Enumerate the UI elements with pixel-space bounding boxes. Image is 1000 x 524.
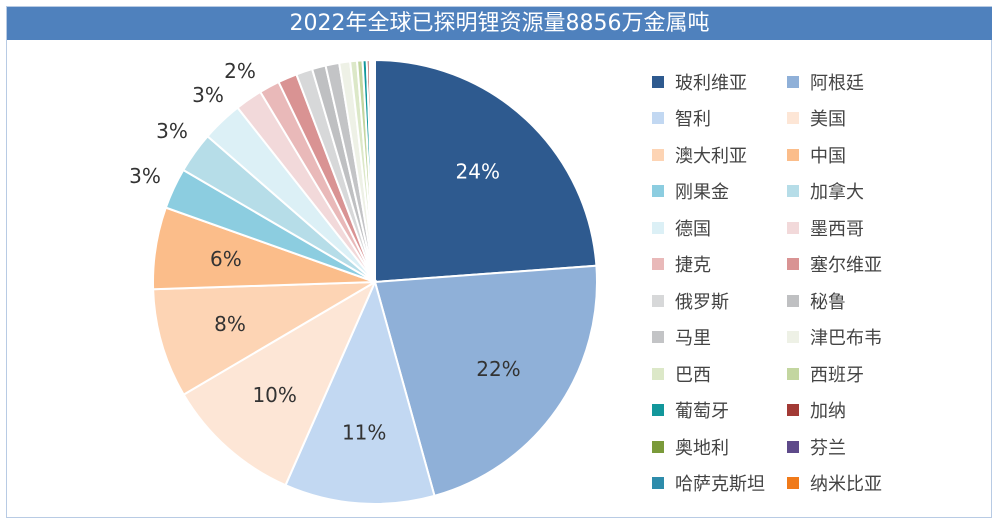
legend-item: 中国 <box>787 141 927 168</box>
legend-label: 俄罗斯 <box>675 291 729 313</box>
legend-swatch <box>652 221 664 234</box>
data-label: 24% <box>456 159 500 183</box>
legend-swatch <box>787 112 799 124</box>
legend-item: 俄罗斯 <box>652 287 787 314</box>
pie-slice-2 <box>284 279 436 505</box>
legend-swatch <box>652 294 664 307</box>
legend-swatch <box>787 440 799 453</box>
legend-label: 中国 <box>810 145 846 167</box>
legend-swatch <box>787 221 799 234</box>
legend-item: 巴西 <box>652 360 787 387</box>
data-label: 3% <box>192 83 224 107</box>
legend-label: 秘鲁 <box>810 291 846 313</box>
legend-label: 加纳 <box>810 401 846 422</box>
legend-label: 美国 <box>810 109 846 130</box>
legend-item: 奥地利 <box>652 433 787 460</box>
legend-swatch <box>787 367 799 380</box>
data-label: 3% <box>156 119 188 143</box>
legend-item: 马里 <box>652 324 787 351</box>
data-label: 10% <box>252 383 296 407</box>
legend-label: 塞尔维亚 <box>810 255 882 276</box>
legend-label: 哈萨克斯坦 <box>675 474 765 495</box>
legend-swatch <box>787 75 799 88</box>
legend-swatch <box>652 367 664 380</box>
legend-label: 捷克 <box>675 255 711 276</box>
legend-swatch <box>787 477 799 489</box>
legend-label: 芬兰 <box>810 437 846 459</box>
legend-item: 津巴布韦 <box>787 324 927 351</box>
legend: 玻利维亚 阿根廷智利 美国澳大利亚 中国刚果金 加拿大德国 墨西哥捷克 塞尔维亚俄罗斯 秘鲁马… <box>652 68 952 497</box>
chart-frame <box>6 6 992 518</box>
legend-label: 巴西 <box>675 364 711 386</box>
legend-item: 加拿大 <box>787 178 927 205</box>
legend-item: 刚果金 <box>652 178 787 205</box>
chart-title: 2022年全球已探明锂资源量8856万金属吨 <box>7 7 992 40</box>
legend-item: 葡萄牙 <box>652 397 787 424</box>
legend-label: 德国 <box>675 218 711 240</box>
legend-item: 德国 <box>652 214 787 241</box>
legend-swatch <box>787 258 799 270</box>
legend-item: 哈萨克斯坦 <box>652 470 787 497</box>
legend-item: 捷克 <box>652 251 787 278</box>
legend-label: 阿根廷 <box>810 72 864 94</box>
legend-label: 玻利维亚 <box>675 72 747 94</box>
legend-item: 秘鲁 <box>787 287 927 314</box>
legend-swatch <box>652 112 664 124</box>
legend-swatch <box>652 148 664 161</box>
legend-swatch <box>652 440 664 453</box>
legend-item: 芬兰 <box>787 433 927 460</box>
data-label: 22% <box>476 357 520 381</box>
legend-label: 加拿大 <box>810 182 864 203</box>
legend-item: 西班牙 <box>787 360 927 387</box>
data-label: 2% <box>224 59 256 83</box>
legend-label: 葡萄牙 <box>675 401 729 422</box>
legend-label: 西班牙 <box>810 364 864 386</box>
pie-slice-3 <box>182 279 378 487</box>
data-label: 8% <box>214 312 246 336</box>
legend-label: 澳大利亚 <box>675 145 747 167</box>
legend-swatch <box>787 294 799 307</box>
pie-slice-0 <box>374 58 598 284</box>
legend-label: 马里 <box>675 328 711 349</box>
legend-item: 美国 <box>787 105 927 132</box>
legend-swatch <box>652 331 664 343</box>
legend-item: 墨西哥 <box>787 214 927 241</box>
data-label: 6% <box>210 247 242 271</box>
legend-item: 澳大利亚 <box>652 141 787 168</box>
legend-swatch <box>652 75 664 88</box>
legend-item: 智利 <box>652 105 787 132</box>
data-label: 11% <box>342 421 386 445</box>
legend-label: 智利 <box>675 109 711 130</box>
legend-item: 纳米比亚 <box>787 470 927 497</box>
legend-label: 津巴布韦 <box>810 328 882 349</box>
legend-item: 玻利维亚 <box>652 68 787 95</box>
legend-label: 奥地利 <box>675 437 729 459</box>
legend-swatch <box>652 258 664 270</box>
pie-slice-4 <box>152 281 376 396</box>
legend-swatch <box>652 404 664 416</box>
legend-label: 刚果金 <box>675 182 729 203</box>
legend-label: 纳米比亚 <box>810 474 882 495</box>
data-label: 3% <box>129 164 161 188</box>
legend-item: 塞尔维亚 <box>787 251 927 278</box>
legend-swatch <box>652 185 664 197</box>
pie-slice-1 <box>373 264 598 498</box>
legend-label: 墨西哥 <box>810 218 864 240</box>
legend-item: 加纳 <box>787 397 927 424</box>
legend-swatch <box>652 477 664 489</box>
legend-item: 阿根廷 <box>787 68 927 95</box>
legend-swatch <box>787 185 799 197</box>
legend-swatch <box>787 331 799 343</box>
legend-swatch <box>787 404 799 416</box>
legend-swatch <box>787 148 799 161</box>
pie-slice-23 <box>372 58 376 283</box>
